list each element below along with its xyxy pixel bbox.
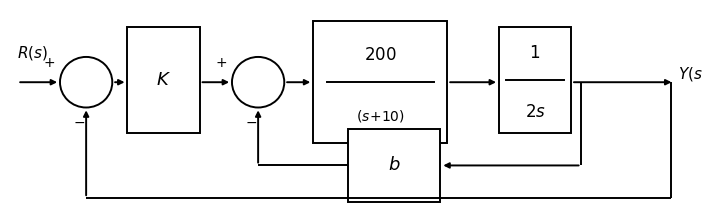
Text: $2s$: $2s$ — [524, 103, 545, 121]
Bar — [347, 129, 440, 202]
Bar — [128, 28, 199, 133]
Bar — [499, 28, 571, 133]
Text: $200$: $200$ — [364, 46, 397, 64]
Text: $-$: $-$ — [245, 115, 258, 129]
Text: $1$: $1$ — [529, 44, 541, 62]
Text: $-$: $-$ — [73, 115, 86, 129]
Text: +: + — [216, 56, 227, 70]
Text: $(s\!+\!10)$: $(s\!+\!10)$ — [356, 108, 405, 124]
Text: +: + — [44, 56, 55, 70]
Bar — [313, 21, 447, 143]
Text: $K$: $K$ — [156, 71, 171, 89]
Text: $Y(s)$: $Y(s)$ — [678, 65, 702, 83]
Text: $b$: $b$ — [388, 157, 400, 174]
Text: $R(s)$: $R(s)$ — [18, 44, 48, 62]
